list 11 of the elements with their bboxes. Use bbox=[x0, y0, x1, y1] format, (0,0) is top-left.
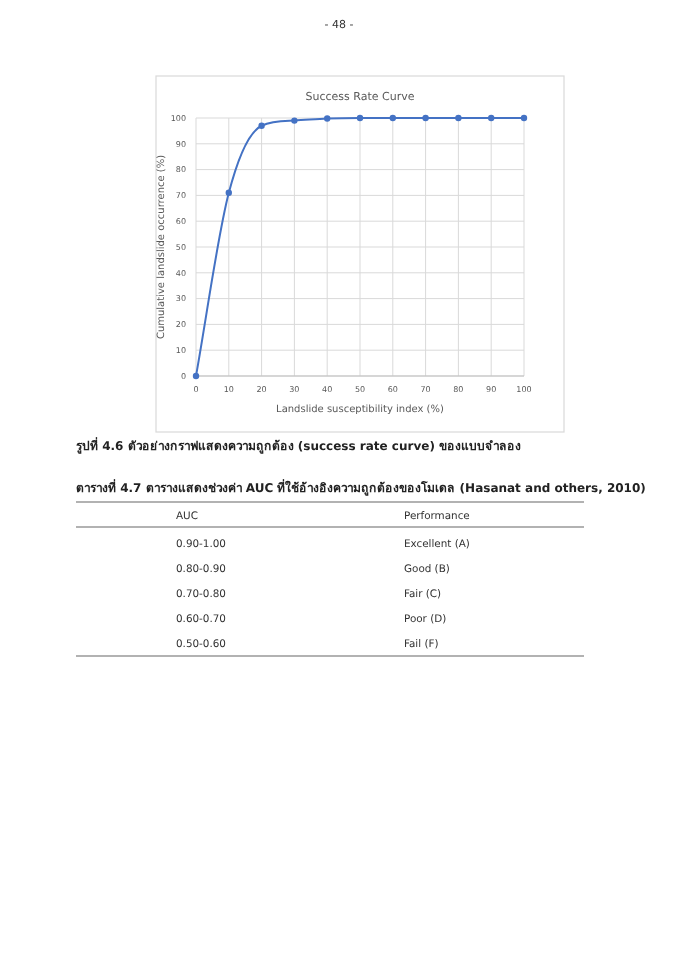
point bbox=[192, 372, 200, 380]
point bbox=[389, 114, 396, 122]
point bbox=[488, 114, 495, 122]
point bbox=[291, 117, 298, 124]
point bbox=[324, 115, 331, 122]
point bbox=[258, 122, 265, 129]
point bbox=[422, 114, 429, 122]
point bbox=[356, 114, 364, 122]
point bbox=[520, 114, 528, 122]
point bbox=[225, 189, 232, 197]
point bbox=[455, 114, 462, 122]
